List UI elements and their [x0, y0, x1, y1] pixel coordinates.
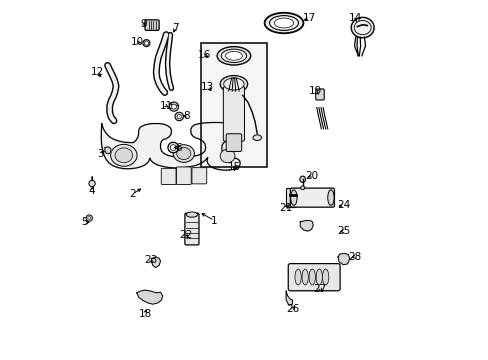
- Ellipse shape: [115, 148, 132, 163]
- Text: 17: 17: [303, 13, 316, 23]
- Ellipse shape: [353, 21, 370, 35]
- Ellipse shape: [274, 18, 293, 28]
- Ellipse shape: [220, 149, 235, 163]
- Text: 1: 1: [211, 216, 217, 226]
- Ellipse shape: [299, 176, 305, 183]
- Ellipse shape: [302, 269, 308, 285]
- Circle shape: [171, 104, 176, 109]
- Ellipse shape: [110, 144, 137, 166]
- Ellipse shape: [252, 135, 261, 140]
- Ellipse shape: [173, 145, 194, 162]
- Text: 25: 25: [337, 226, 350, 236]
- FancyBboxPatch shape: [192, 168, 206, 184]
- FancyBboxPatch shape: [161, 168, 176, 185]
- Text: 7: 7: [172, 23, 179, 33]
- Ellipse shape: [315, 269, 322, 285]
- Text: 6: 6: [175, 143, 182, 153]
- Ellipse shape: [221, 49, 246, 63]
- Text: 10: 10: [131, 37, 144, 48]
- Circle shape: [86, 215, 92, 221]
- Polygon shape: [137, 290, 163, 304]
- Ellipse shape: [269, 15, 298, 30]
- Circle shape: [144, 41, 148, 45]
- Circle shape: [88, 217, 90, 220]
- Circle shape: [170, 145, 176, 150]
- FancyBboxPatch shape: [184, 213, 199, 245]
- Ellipse shape: [220, 76, 247, 93]
- Circle shape: [89, 180, 95, 187]
- Circle shape: [167, 142, 178, 153]
- Text: 16: 16: [197, 50, 210, 60]
- Ellipse shape: [225, 51, 242, 60]
- Circle shape: [177, 114, 181, 118]
- Ellipse shape: [350, 17, 373, 38]
- Polygon shape: [101, 122, 240, 170]
- Text: 14: 14: [348, 13, 362, 23]
- FancyBboxPatch shape: [223, 86, 244, 141]
- Text: 20: 20: [305, 171, 318, 181]
- FancyBboxPatch shape: [225, 134, 241, 152]
- Circle shape: [169, 102, 178, 111]
- Text: 5: 5: [81, 217, 88, 227]
- Text: 28: 28: [347, 252, 361, 262]
- FancyBboxPatch shape: [176, 167, 191, 185]
- Text: 2: 2: [129, 189, 135, 199]
- Ellipse shape: [290, 190, 296, 206]
- Text: 15: 15: [227, 162, 241, 172]
- Text: 8: 8: [183, 111, 189, 121]
- FancyBboxPatch shape: [145, 20, 159, 30]
- Polygon shape: [285, 291, 292, 305]
- Ellipse shape: [223, 78, 244, 90]
- Text: 12: 12: [90, 67, 103, 77]
- FancyBboxPatch shape: [290, 188, 334, 207]
- Text: 19: 19: [308, 86, 321, 96]
- Text: 22: 22: [179, 230, 193, 240]
- FancyBboxPatch shape: [287, 264, 340, 291]
- Ellipse shape: [217, 47, 250, 65]
- Ellipse shape: [300, 186, 304, 189]
- Text: 26: 26: [286, 304, 299, 314]
- Ellipse shape: [308, 269, 315, 285]
- Text: 3: 3: [97, 149, 103, 158]
- Ellipse shape: [264, 13, 303, 33]
- Text: 13: 13: [201, 81, 214, 91]
- Ellipse shape: [294, 269, 301, 285]
- Text: 4: 4: [89, 186, 95, 195]
- Text: 27: 27: [313, 284, 326, 294]
- Text: 18: 18: [138, 309, 151, 319]
- Polygon shape: [104, 147, 111, 154]
- Polygon shape: [337, 253, 349, 265]
- Text: 11: 11: [159, 101, 172, 111]
- Text: 9: 9: [140, 19, 146, 29]
- Ellipse shape: [186, 212, 197, 217]
- Ellipse shape: [322, 269, 328, 285]
- Text: 23: 23: [144, 256, 157, 265]
- FancyBboxPatch shape: [286, 189, 296, 207]
- Ellipse shape: [327, 190, 333, 206]
- Circle shape: [175, 112, 183, 121]
- Polygon shape: [151, 257, 160, 267]
- Text: 21: 21: [279, 203, 292, 212]
- Text: 24: 24: [337, 201, 350, 210]
- Circle shape: [142, 40, 150, 47]
- Bar: [201, 43, 266, 167]
- Ellipse shape: [176, 148, 190, 159]
- Polygon shape: [300, 221, 313, 231]
- FancyBboxPatch shape: [315, 89, 324, 100]
